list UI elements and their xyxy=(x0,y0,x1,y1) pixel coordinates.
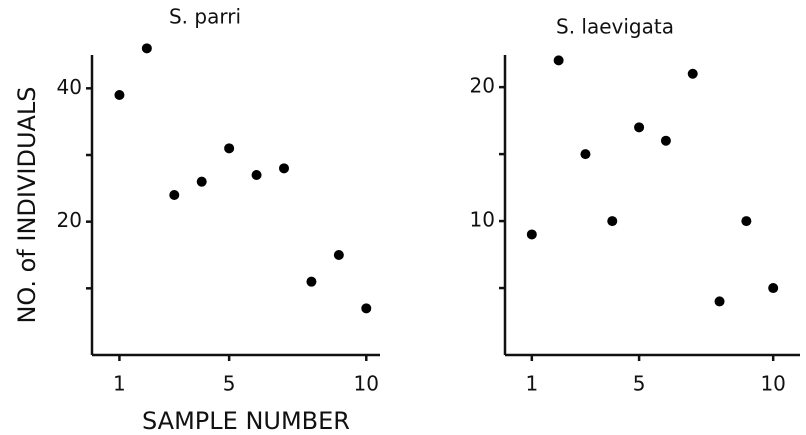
point xyxy=(114,90,125,100)
x-tick-label: 1 xyxy=(525,372,538,396)
point xyxy=(224,143,235,154)
x-tick-label: 10 xyxy=(760,372,785,396)
point xyxy=(741,216,752,227)
x-tick-label: 10 xyxy=(354,372,379,396)
point xyxy=(279,163,289,174)
point xyxy=(251,170,262,180)
point xyxy=(634,122,645,133)
point xyxy=(607,216,618,227)
y-tick-label: 10 xyxy=(470,208,495,232)
point xyxy=(196,176,207,187)
point xyxy=(361,303,372,314)
point xyxy=(169,190,180,200)
point xyxy=(141,43,152,54)
y-tick-label: 40 xyxy=(57,75,82,99)
point xyxy=(687,68,698,79)
point xyxy=(306,276,317,287)
y-tick-label: 20 xyxy=(57,208,82,232)
point xyxy=(660,135,671,146)
point xyxy=(526,229,537,240)
x-tick-label: 5 xyxy=(223,372,236,396)
x-tick-label: 1 xyxy=(113,372,126,396)
point xyxy=(580,149,591,160)
point xyxy=(714,296,725,307)
x-tick-label: 5 xyxy=(633,372,646,396)
chart-title: S. laevigata xyxy=(556,15,674,39)
point xyxy=(333,250,344,260)
x-axis-label: SAMPLE NUMBER xyxy=(142,407,350,435)
point xyxy=(553,55,564,66)
chart-title: S. parri xyxy=(169,5,241,29)
y-axis-label: NO. of INDIVIDUALS xyxy=(13,86,41,323)
point xyxy=(768,283,779,294)
y-tick-label: 20 xyxy=(470,74,495,98)
